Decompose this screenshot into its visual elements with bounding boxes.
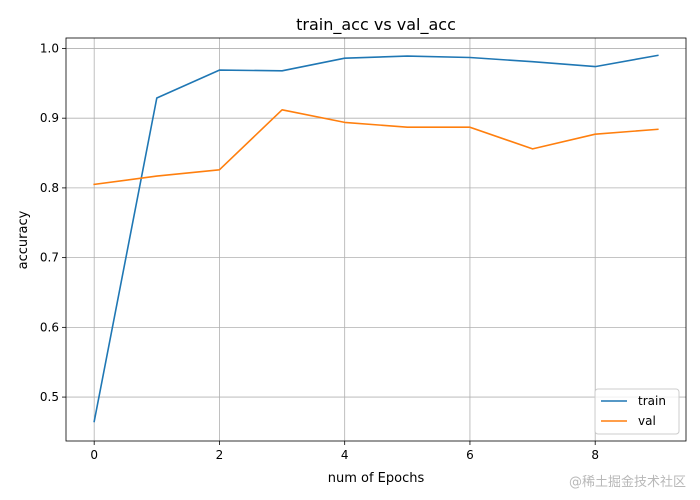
y-tick-label: 0.9 [40,111,59,125]
x-tick-label: 6 [466,448,474,462]
legend-box [594,388,680,435]
x-axis-label: num of Epochs [328,471,425,486]
series-line-val [93,109,659,186]
y-axis-label: accuracy [16,210,31,269]
y-tick-label: 0.6 [40,320,59,334]
x-tick-label: 8 [591,448,599,462]
y-axis-ticks: 0.5 0.6 0.7 0.8 0.9 1.0 [40,41,66,404]
y-tick-label: 0.7 [40,251,59,265]
y-tick-label: 0.5 [40,390,59,404]
grid-lines [66,38,686,441]
x-axis-ticks: 0 2 4 6 8 [90,441,599,462]
x-tick-label: 4 [341,448,349,462]
legend-label-train: train [638,394,666,408]
x-tick-label: 0 [90,448,98,462]
legend: train val [594,388,680,435]
plot-area-frame [65,37,687,442]
series-line-train [93,54,659,423]
chart-title: train_acc vs val_acc [296,15,456,35]
y-tick-label: 1.0 [40,41,59,55]
legend-label-val: val [638,414,656,428]
x-tick-label: 2 [216,448,224,462]
series-lines [93,54,659,423]
y-tick-label: 0.8 [40,181,59,195]
watermark: @稀土掘金技术社区 [568,475,686,490]
